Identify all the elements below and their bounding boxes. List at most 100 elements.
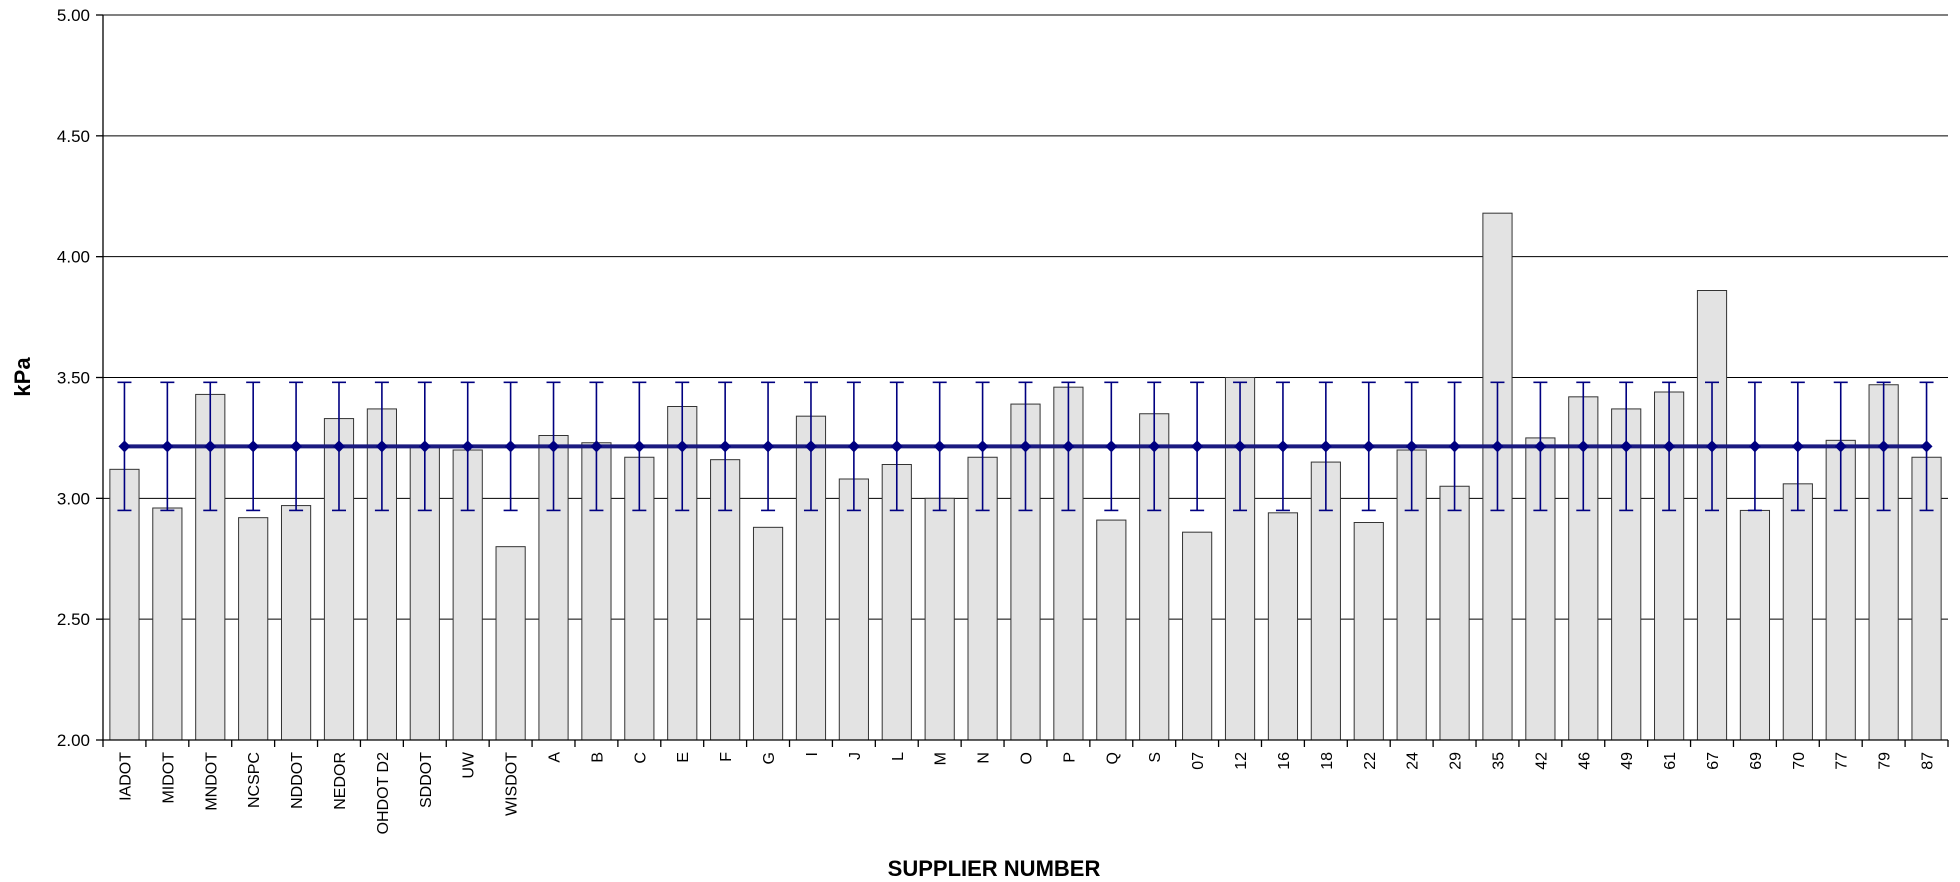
y-tick-label: 5.00: [57, 6, 90, 25]
bar: [238, 517, 269, 741]
y-tick-label: 2.00: [57, 731, 90, 750]
mean-line: [118, 440, 1933, 453]
bar: [1439, 485, 1470, 741]
y-tick-label: 3.00: [57, 489, 90, 508]
mean-marker: [633, 440, 646, 453]
x-tick-label: I: [804, 752, 821, 756]
mean-marker: [247, 440, 260, 453]
mean-marker: [933, 440, 946, 453]
mean-marker: [504, 440, 517, 453]
mean-marker: [1491, 440, 1504, 453]
mean-marker: [976, 440, 989, 453]
mean-marker: [590, 440, 603, 453]
y-axis-title: kPa: [10, 357, 35, 397]
mean-marker: [375, 440, 388, 453]
y-ticks: 2.00 2.50 3.00 3.50 4.00 4.50 5.00: [57, 6, 103, 750]
y-tick-label: 2.50: [57, 610, 90, 629]
bar: [1782, 483, 1813, 741]
mean-marker: [1448, 440, 1461, 453]
x-tick-label: B: [589, 752, 606, 763]
bars: [109, 212, 1942, 741]
x-tick-label: M: [933, 752, 950, 765]
mean-marker: [290, 440, 303, 453]
x-tick-label: MNDOT: [203, 752, 220, 811]
x-tick-label: 70: [1791, 752, 1808, 770]
x-tick-label: NDDOT: [289, 752, 306, 809]
mean-marker: [1706, 440, 1719, 453]
x-tick-label: 12: [1233, 752, 1250, 770]
x-tick-label: 16: [1276, 752, 1293, 770]
x-tick-label: 42: [1533, 752, 1550, 770]
bar: [280, 505, 312, 741]
bar: [152, 507, 183, 741]
x-tick-label: 22: [1362, 752, 1379, 770]
bar: [1096, 519, 1127, 741]
x-tick-label: 87: [1920, 752, 1937, 770]
x-tick-label: MIDOT: [160, 752, 177, 804]
mean-marker: [1877, 440, 1890, 453]
x-tick-label: E: [675, 752, 692, 763]
mean-marker: [1276, 440, 1289, 453]
mean-marker: [1234, 440, 1247, 453]
x-tick-label: 67: [1705, 752, 1722, 770]
x-tick-label: 69: [1748, 752, 1765, 770]
x-tick-label: G: [761, 752, 778, 764]
mean-marker: [1405, 440, 1418, 453]
mean-marker: [890, 440, 903, 453]
bar: [1696, 290, 1728, 741]
mean-marker: [1191, 440, 1204, 453]
mean-marker: [1920, 440, 1933, 453]
x-tick-label: C: [632, 752, 649, 764]
mean-marker: [547, 440, 560, 453]
bar: [752, 526, 784, 741]
bar: [1182, 531, 1213, 741]
bar: [1353, 522, 1384, 741]
x-tick-label: F: [718, 752, 735, 762]
mean-marker: [1019, 440, 1032, 453]
x-tick-label: IADOT: [117, 752, 134, 801]
mean-marker: [332, 440, 345, 453]
x-tick-label: N: [976, 752, 993, 764]
bar: [495, 546, 526, 741]
x-tick-label: 29: [1448, 752, 1465, 770]
bar: [924, 497, 955, 741]
bar: [1739, 509, 1771, 741]
x-tick-label: S: [1147, 752, 1164, 763]
x-tick-label: NEDOR: [332, 752, 349, 810]
x-tick-label: 24: [1405, 752, 1422, 770]
x-tick-label: A: [547, 752, 564, 763]
mean-marker: [418, 440, 431, 453]
x-tick-label: Q: [1104, 752, 1121, 764]
mean-marker: [118, 440, 131, 453]
mean-marker: [1105, 440, 1118, 453]
mean-marker: [1748, 440, 1761, 453]
mean-marker: [719, 440, 732, 453]
mean-marker: [847, 440, 860, 453]
x-tick-label: WISDOT: [504, 752, 521, 816]
x-tick-label: SDDOT: [418, 752, 435, 808]
mean-marker: [1362, 440, 1375, 453]
mean-marker: [161, 440, 174, 453]
x-tick-label: UW: [461, 751, 478, 779]
x-axis-title: SUPPLIER NUMBER: [888, 856, 1101, 881]
bar: [1267, 512, 1299, 741]
x-tick-label: L: [890, 752, 907, 761]
x-tick-label: 07: [1190, 752, 1207, 770]
mean-marker: [1620, 440, 1633, 453]
mean-marker: [1577, 440, 1590, 453]
y-tick-label: 3.50: [57, 369, 90, 388]
y-tick-label: 4.50: [57, 127, 90, 146]
x-tick-label: 49: [1619, 752, 1636, 770]
mean-marker: [1663, 440, 1676, 453]
x-tick-label: P: [1061, 752, 1078, 763]
bar: [838, 478, 869, 741]
mean-marker: [804, 440, 817, 453]
x-tick-label: J: [847, 752, 864, 760]
x-tick-label: 77: [1834, 752, 1851, 770]
mean-marker: [461, 440, 474, 453]
bar: [1139, 413, 1170, 741]
mean-marker: [676, 440, 689, 453]
mean-marker: [762, 440, 775, 453]
x-tick-label: 46: [1576, 752, 1593, 770]
